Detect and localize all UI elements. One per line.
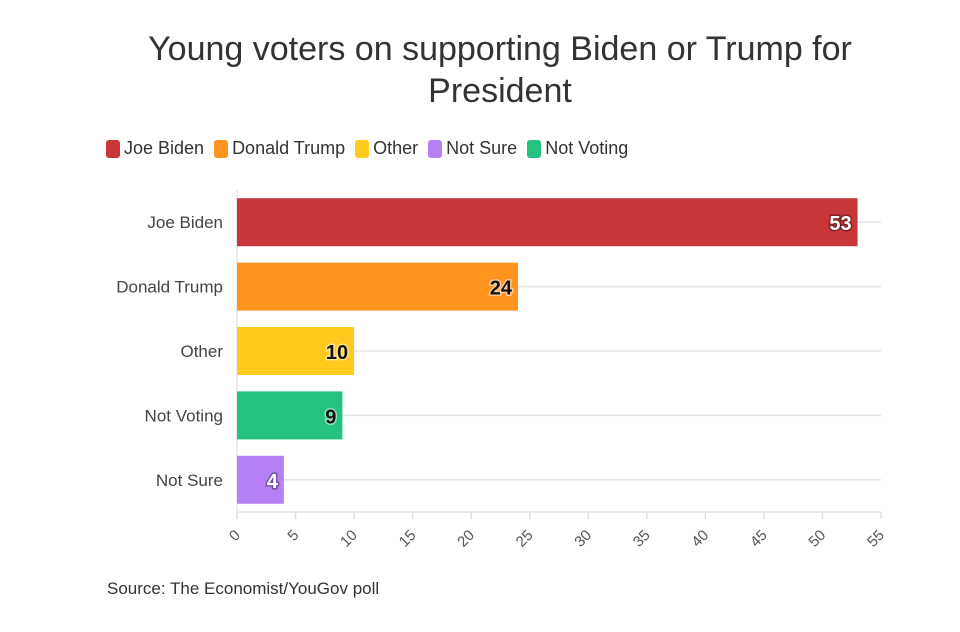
x-tick-label: 25 [513, 527, 537, 551]
x-tick-label: 0 [226, 527, 244, 545]
category-label: Not Sure [156, 471, 223, 490]
chart-title: Young voters on supporting Biden or Trum… [148, 30, 852, 110]
legend-item[interactable]: Donald Trump [214, 138, 345, 159]
legend-item[interactable]: Joe Biden [106, 138, 204, 159]
data-label: 10 [326, 342, 348, 364]
source-note: Source: The Economist/YouGov poll [107, 579, 380, 598]
legend-swatch [527, 139, 542, 158]
x-tick-label: 55 [864, 527, 888, 551]
legend-swatch [355, 139, 370, 158]
legend-item[interactable]: Other [355, 138, 418, 159]
category-label: Not Voting [145, 406, 223, 425]
x-tick-label: 15 [396, 527, 420, 551]
data-label: 24 [490, 278, 513, 300]
x-tick-label: 10 [337, 527, 361, 551]
legend-label: Joe Biden [124, 138, 205, 158]
x-tick-label: 30 [571, 527, 595, 551]
data-label: 9 [325, 406, 336, 428]
x-tick-label: 50 [805, 527, 829, 551]
x-tick-label: 45 [747, 527, 771, 551]
category-label: Joe Biden [147, 213, 223, 232]
legend-label: Not Sure [446, 138, 518, 158]
bar-other [237, 327, 355, 375]
data-label: 53 [829, 213, 851, 235]
legend-item[interactable]: Not Sure [428, 138, 517, 159]
x-tick-label: 35 [630, 527, 654, 551]
bar-donald-trump [237, 262, 519, 311]
bar-not-voting [237, 391, 343, 440]
legend-swatch [106, 139, 120, 158]
x-tick-label: 40 [688, 527, 712, 551]
data-label: 4 [267, 471, 279, 493]
legend-label: Donald Trump [232, 138, 346, 158]
legend-swatch [214, 139, 229, 158]
legend-swatch [428, 139, 443, 158]
legend-label: Not Voting [545, 138, 629, 158]
legend-label: Other [373, 138, 419, 158]
x-tick-label: 20 [454, 527, 478, 551]
legend-item[interactable]: Not Voting [527, 138, 628, 159]
legend: Joe Biden Donald Trump Other Not Sure Not Vo… [106, 138, 628, 159]
category-label: Other [180, 342, 223, 361]
bar-joe-biden [237, 198, 858, 247]
bar-not-sure [237, 455, 284, 504]
category-label: Donald Trump [116, 278, 223, 297]
x-tick-label: 5 [284, 527, 302, 545]
